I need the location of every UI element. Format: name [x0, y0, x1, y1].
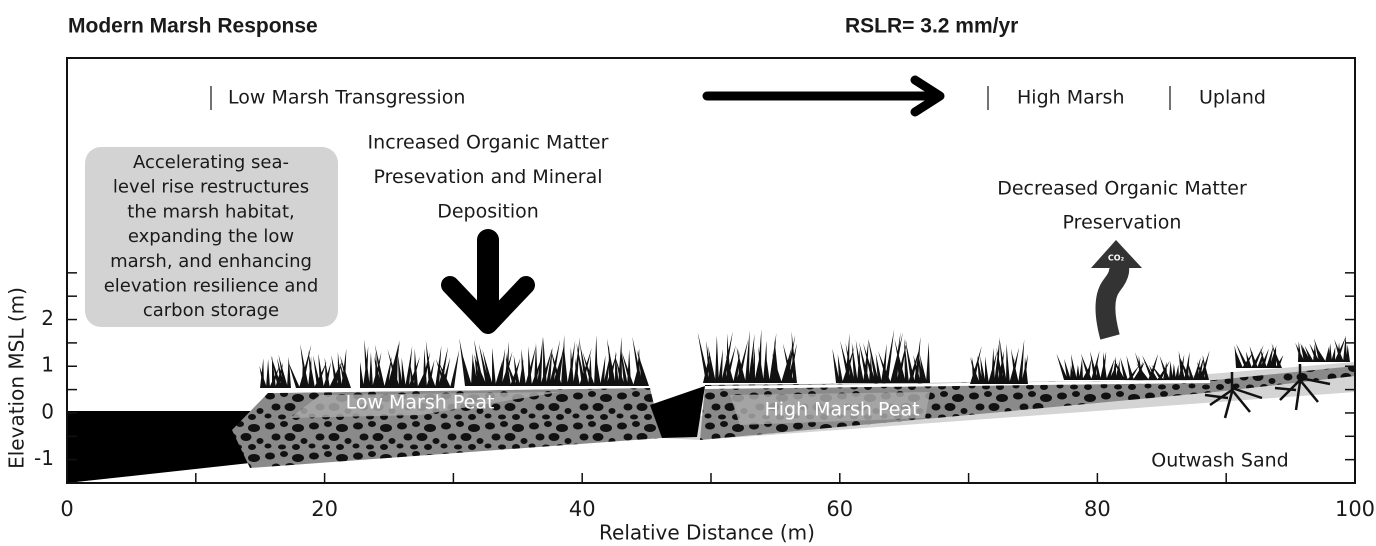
- zone-label: Low Marsh Transgression: [228, 87, 465, 109]
- annotation: Increased Organic Matter: [368, 132, 609, 154]
- zone-label: Upland: [1199, 87, 1266, 109]
- x-tick-label: 100: [1335, 497, 1375, 521]
- rate-label: RSLR= 3.2 mm/yr: [845, 15, 1018, 38]
- layer-label: Outwash Sand: [1151, 450, 1288, 472]
- grass-clump: [1234, 343, 1284, 368]
- arrows: [210, 75, 1171, 340]
- x-tick-label: 60: [826, 497, 853, 521]
- callout-text: Accelerating sea-: [133, 152, 289, 173]
- grass-clump: [288, 343, 351, 388]
- terrain: [67, 362, 1355, 483]
- callout-text: expanding the low: [128, 226, 294, 247]
- layer-label: Low Marsh Peat: [346, 392, 495, 414]
- grass-clump: [832, 329, 930, 383]
- gas-label: CO₂: [1108, 254, 1125, 263]
- callout-text: elevation resilience and: [104, 276, 319, 297]
- callout-text: marsh, and enhancing: [110, 251, 312, 272]
- x-axis-label: Relative Distance (m): [599, 521, 815, 545]
- grass-clump: [360, 339, 460, 388]
- y-axis-label: Elevation MSL (m): [5, 287, 29, 469]
- x-tick-label: 40: [569, 497, 596, 521]
- y-tick-label: -1: [34, 446, 54, 470]
- callout-text: carbon storage: [143, 300, 279, 321]
- title: Modern Marsh Response: [68, 15, 318, 38]
- callout-text: the marsh habitat,: [127, 201, 294, 222]
- x-tick-label: 80: [1084, 497, 1111, 521]
- zone-label: High Marsh: [1017, 87, 1125, 109]
- annotation: Decreased Organic Matter: [997, 178, 1247, 200]
- y-tick-label: 0: [41, 399, 54, 423]
- y-tick-label: 1: [41, 353, 54, 377]
- annotation: Deposition: [437, 201, 539, 223]
- grass-clump: [259, 354, 291, 388]
- grass-clump: [1295, 335, 1350, 362]
- y-tick-label: 2: [41, 306, 54, 330]
- grass-clump: [697, 329, 798, 383]
- grass-clump: [459, 334, 649, 386]
- grass-clump: [970, 336, 1029, 384]
- roots: [1204, 364, 1331, 419]
- annotation: Presevation and Mineral: [373, 166, 602, 188]
- x-tick-label: 20: [311, 497, 338, 521]
- grass: [259, 329, 1350, 388]
- annotation: Preservation: [1063, 212, 1182, 234]
- x-tick-label: 0: [60, 497, 73, 521]
- layer-label: High Marsh Peat: [764, 399, 919, 421]
- callout-text: level rise restructures: [113, 177, 309, 198]
- callout-box: [85, 147, 338, 327]
- grass-clump: [1056, 350, 1210, 380]
